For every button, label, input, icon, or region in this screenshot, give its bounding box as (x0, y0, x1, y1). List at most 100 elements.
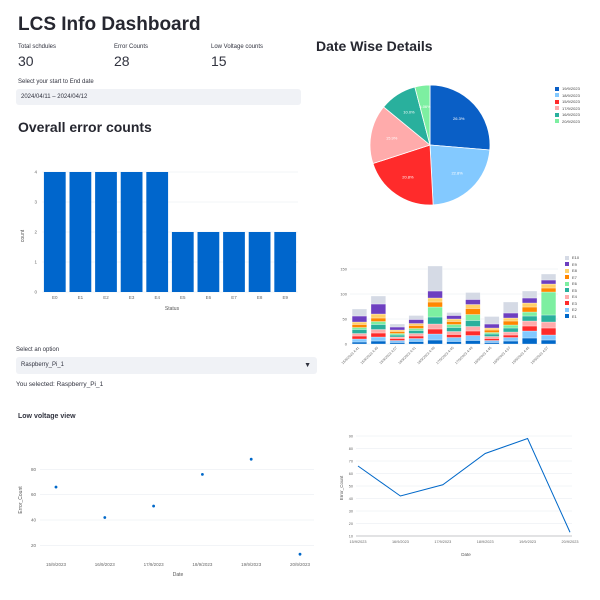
x-axis-title: Date (173, 572, 184, 578)
x-tick-label: 15/9/2023 (46, 562, 67, 567)
legend-label: E9 (572, 261, 577, 267)
stacked-segment (503, 301, 519, 314)
bar (146, 172, 169, 292)
x-tick-label: 15/9/2023 (350, 540, 367, 544)
x-tick-label: 17/9/2023 (434, 540, 451, 544)
legend-item: E3 (565, 301, 577, 306)
date-range-input[interactable]: 2024/04/11 – 2024/04/12 (16, 89, 301, 105)
stacked-segment (503, 337, 519, 342)
date-wise-heading: Date Wise Details (316, 38, 433, 54)
x-tick-label: 17/9/2023 4:49 (454, 346, 473, 365)
x-axis-title: Date (461, 552, 471, 557)
x-tick-label: 15/9/2023 4:41 (341, 346, 360, 365)
x-tick-label: 17/9/2023 (144, 562, 165, 567)
stacked-segment (370, 324, 386, 330)
x-tick-label: 18/9/2023 (192, 562, 213, 567)
legend-item: E9 (565, 262, 577, 267)
legend-item: E8 (565, 268, 577, 273)
stacked-segment (484, 333, 500, 337)
x-tick-label: E0 (52, 295, 58, 300)
stacked-segment (522, 337, 538, 345)
legend-item: E10 (565, 255, 579, 260)
selected-option-text: You selected: Raspberry_Pi_1 (16, 381, 104, 388)
stacked-segment (370, 321, 386, 325)
y-tick-label: 70 (349, 460, 353, 464)
stacked-segment (522, 325, 538, 332)
stacked-segment (408, 341, 424, 345)
metric-value: 15 (211, 53, 227, 69)
stacked-segment (484, 340, 500, 343)
bar (171, 232, 194, 292)
y-tick-label: 20 (31, 543, 37, 548)
x-tick-label: 16/9/2023 4:41 (398, 346, 417, 365)
y-tick-label: 50 (343, 317, 348, 322)
device-select[interactable]: Raspberry_Pi_1 ▼ (16, 357, 317, 374)
legend-label: E8 (572, 268, 577, 273)
stacked-segment (427, 265, 443, 292)
x-tick-label: 19/9/2023 (519, 540, 536, 544)
stacked-segment (484, 342, 500, 345)
legend-item: 15/9/2023 (555, 99, 580, 104)
stacked-segment (522, 330, 538, 339)
legend-swatch (565, 288, 569, 293)
slice-label: 26.3% (453, 116, 465, 121)
stacked-segment (503, 327, 519, 333)
stacked-segment (484, 332, 500, 335)
stacked-segment (503, 317, 519, 322)
stacked-segment (389, 333, 405, 336)
stacked-segment (522, 297, 538, 304)
stacked-segment (446, 318, 462, 322)
metric-value: 30 (18, 53, 34, 69)
legend-swatch (565, 281, 569, 286)
bar (223, 232, 245, 292)
x-tick-label: 20/9/2023 (290, 562, 311, 567)
stacked-segment (446, 337, 462, 342)
stacked-segment (484, 323, 500, 329)
stacked-segment (541, 279, 557, 285)
stacked-segment (351, 327, 367, 330)
x-tick-label: E8 (257, 295, 263, 300)
stacked-segment (351, 341, 367, 345)
legend-swatch (565, 262, 569, 267)
date-range-label: Select your start to End date (18, 79, 94, 85)
stacked-segment (427, 328, 443, 335)
series-line (357, 437, 571, 533)
stacked-segment (446, 321, 462, 325)
legend-swatch (565, 268, 569, 273)
device-select-value: Raspberry_Pi_1 (21, 362, 65, 368)
pie-slice (369, 106, 431, 165)
stacked-segment (389, 340, 405, 343)
legend-swatch (555, 119, 559, 124)
legend-label: 17/9/2023 (562, 105, 580, 111)
stacked-segment (522, 311, 538, 317)
x-tick-label: 15/9/2023 4:57 (379, 346, 398, 365)
stacked-segment (522, 302, 538, 308)
metric-error-counts: Error Counts 28 (114, 44, 148, 69)
stacked-segment (389, 336, 405, 339)
stacked-segment (503, 340, 519, 345)
stacked-segment (503, 324, 519, 329)
stacked-segment (427, 297, 443, 303)
stacked-segment (351, 333, 367, 337)
legend-item: E1 (565, 314, 577, 319)
stacked-segment (389, 326, 405, 331)
y-tick-label: 80 (31, 467, 37, 472)
pie-slice (372, 144, 434, 206)
stacked-segment (370, 317, 386, 322)
scatter-point (298, 552, 302, 556)
stacked-segment (446, 312, 462, 316)
stacked-segment (351, 329, 367, 334)
legend-label: E1 (572, 313, 577, 319)
stacked-segment (408, 315, 424, 320)
stacked-segment (389, 323, 405, 328)
stacked-segment (484, 327, 500, 331)
stacked-segment (484, 329, 500, 333)
metric-total-schedules: Total schdules 30 (18, 44, 56, 69)
stacked-segment (389, 331, 405, 334)
legend-swatch (565, 314, 569, 319)
stacked-segment (446, 331, 462, 335)
y-tick-label: 4 (34, 170, 37, 175)
bar (95, 172, 117, 292)
stacked-segment (465, 330, 481, 336)
pie-slice (429, 144, 491, 206)
